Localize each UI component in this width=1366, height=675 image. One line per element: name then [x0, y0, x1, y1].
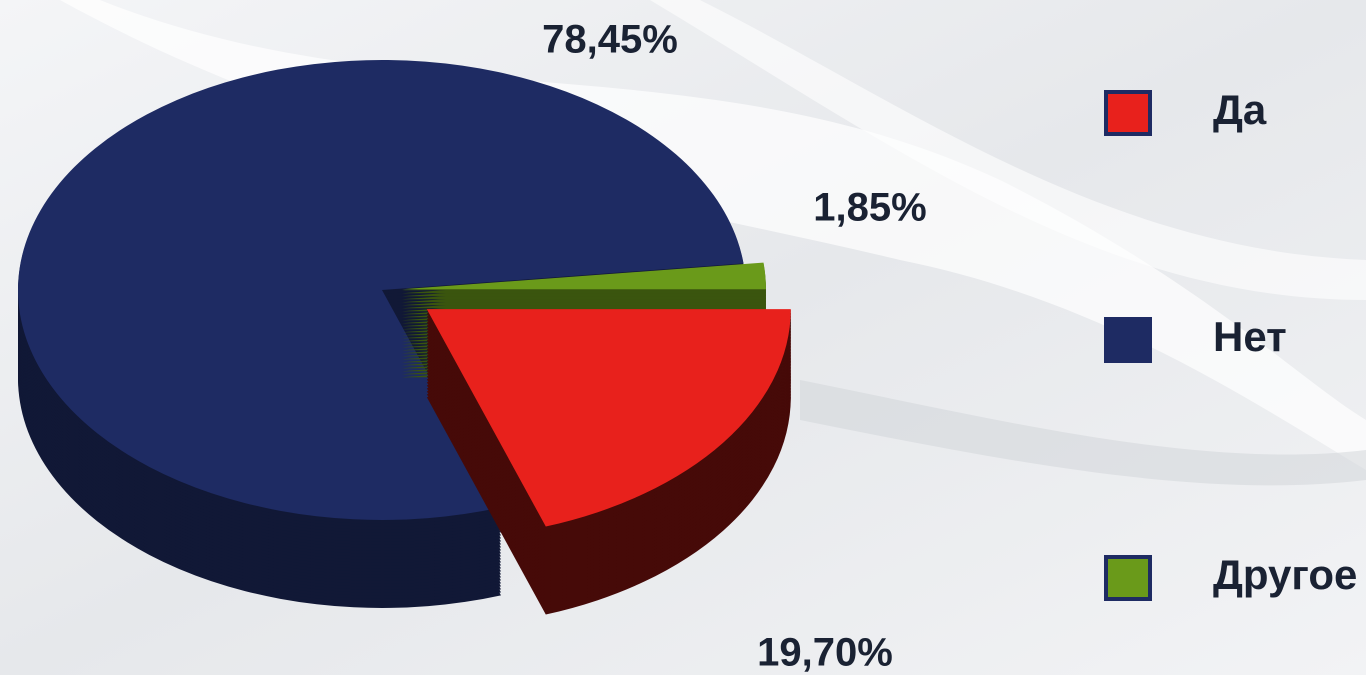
slice-group	[18, 59, 744, 608]
swoosh	[800, 380, 1366, 486]
legend-label: Нет	[1213, 313, 1287, 360]
legend-swatch	[1104, 90, 1152, 136]
legend-label: Да	[1213, 86, 1267, 133]
slice	[401, 262, 766, 290]
legend-swatch	[1104, 317, 1152, 363]
data-label: 1,85%	[813, 186, 926, 230]
legend-label: Другое	[1213, 551, 1357, 598]
swoosh	[650, 0, 1366, 300]
slice-group	[426, 309, 791, 615]
slice	[426, 309, 791, 527]
data-label: 78,45%	[542, 18, 678, 62]
slice	[18, 59, 744, 521]
legend-swatch	[1104, 555, 1152, 601]
data-label: 19,70%	[757, 631, 893, 675]
